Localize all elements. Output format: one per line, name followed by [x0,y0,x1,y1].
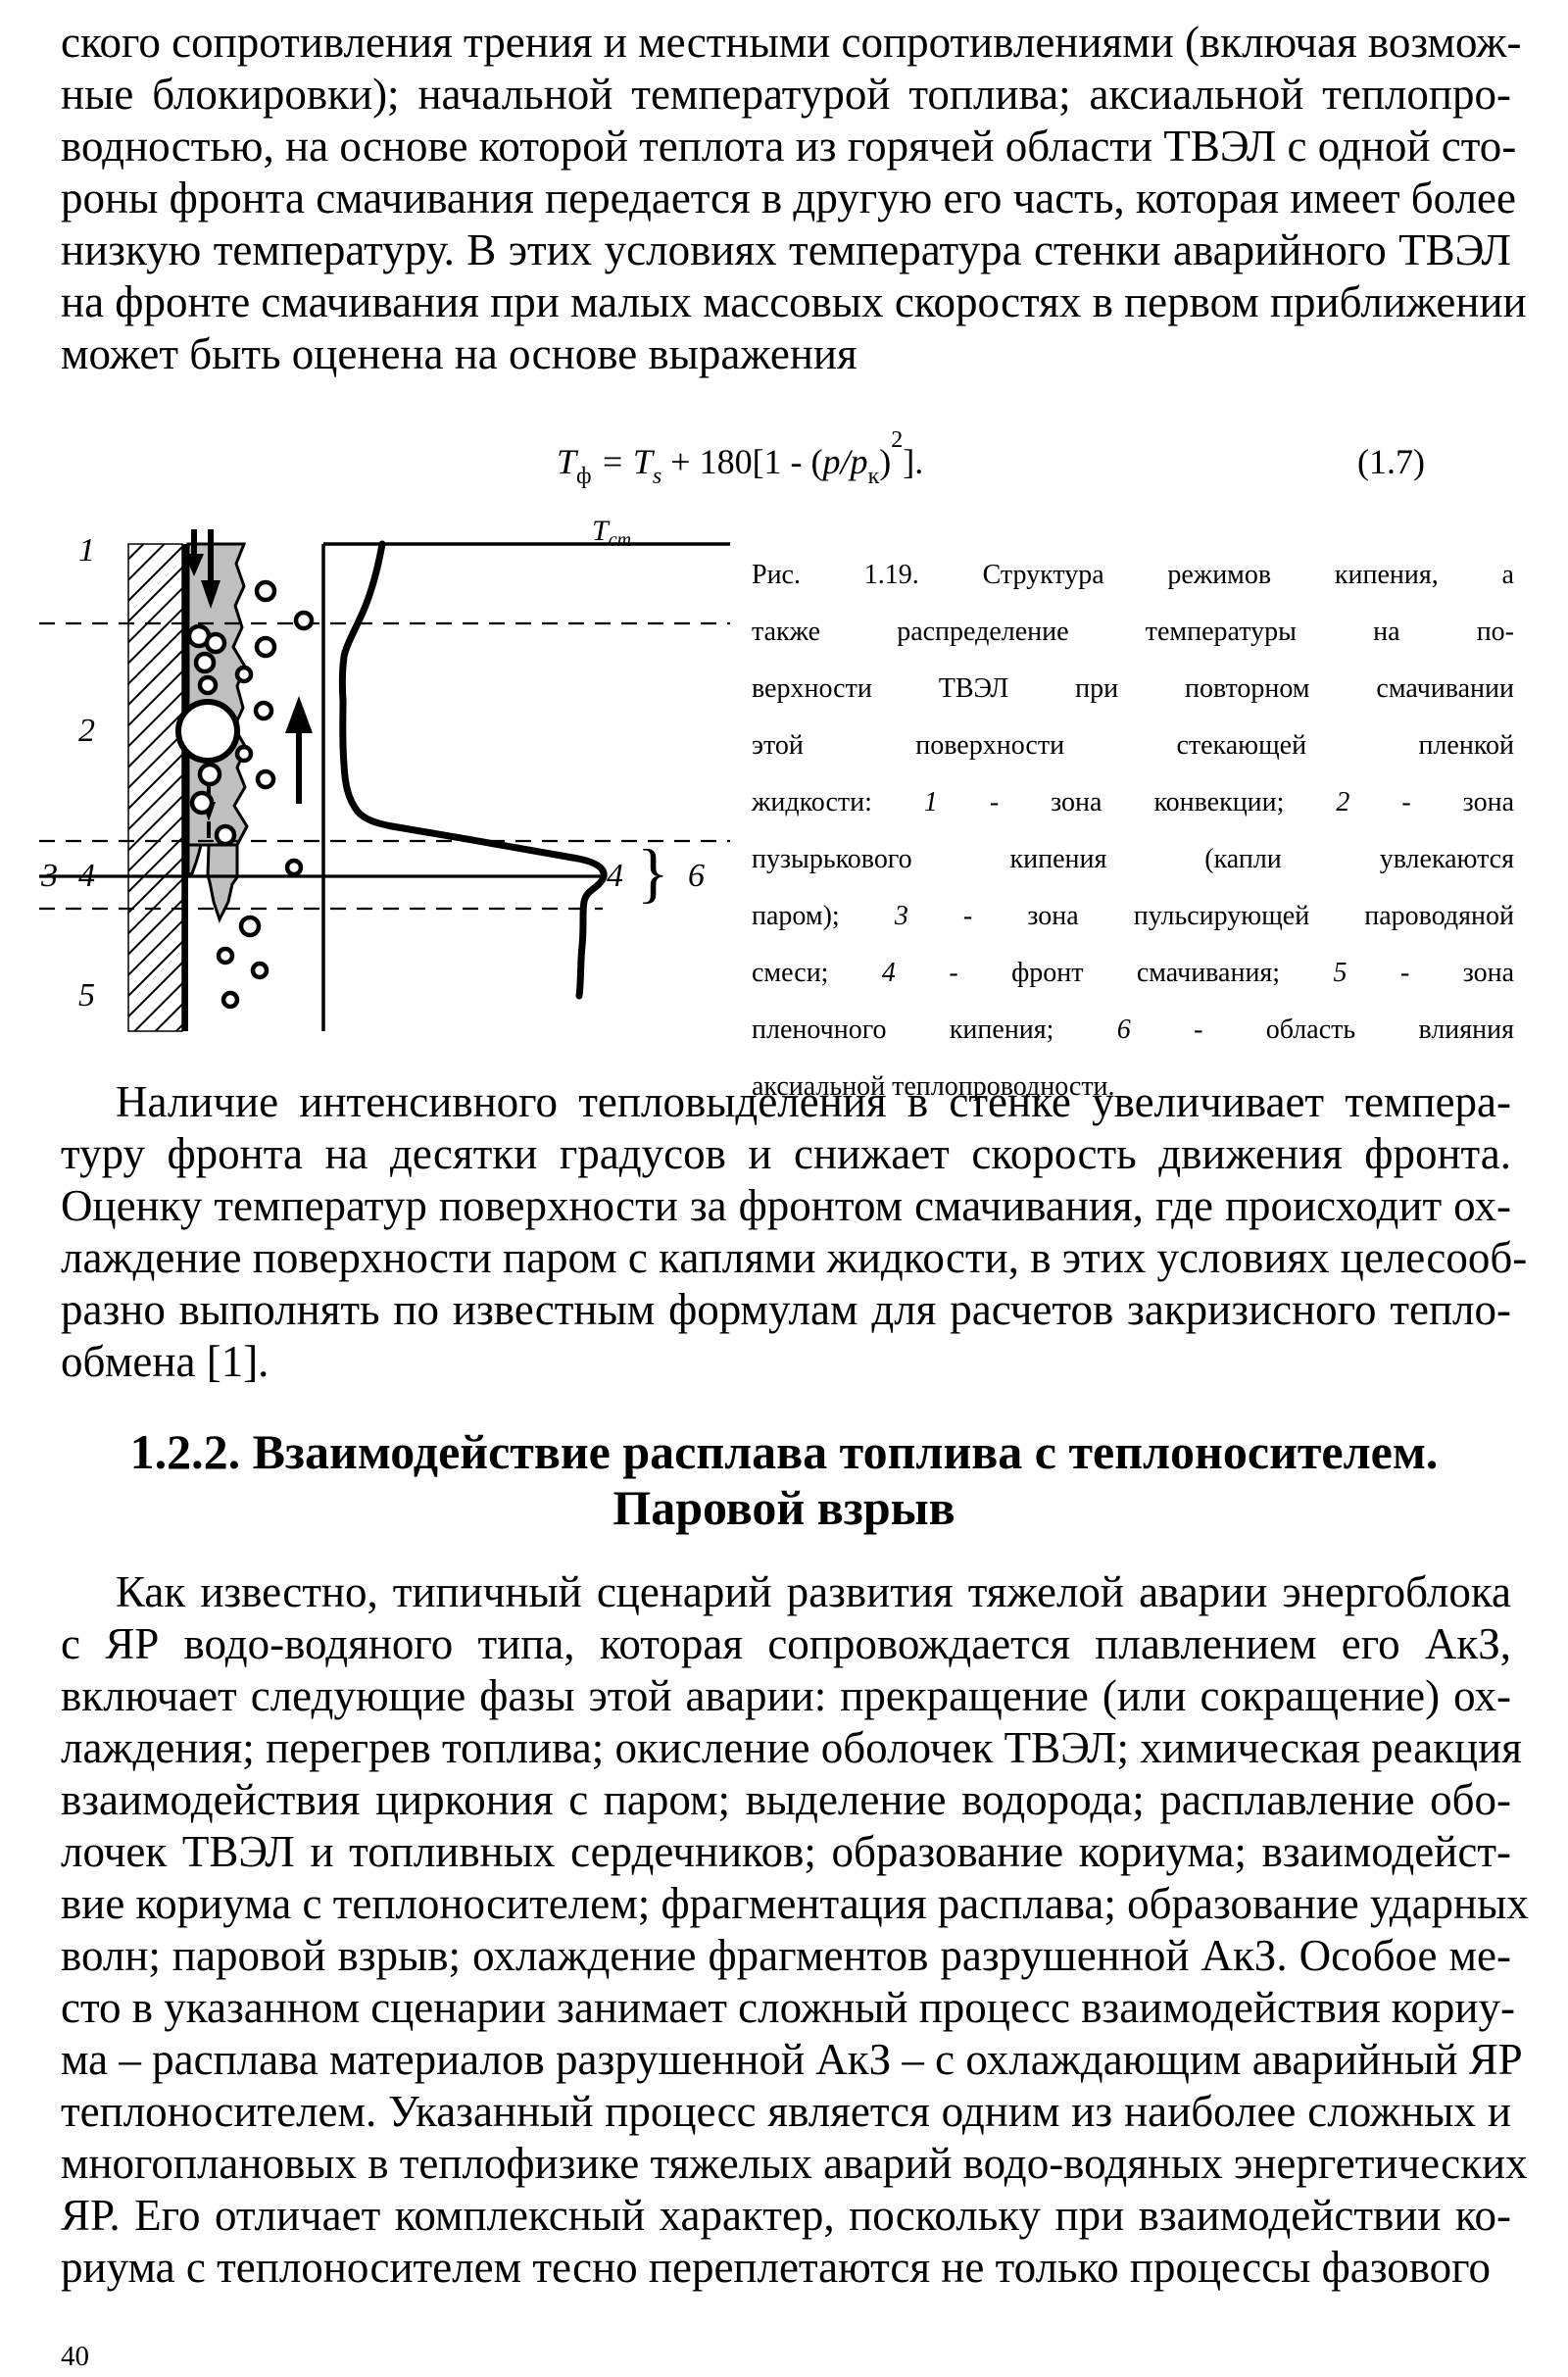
svg-text:2: 2 [78,713,95,749]
svg-text:5: 5 [78,977,95,1014]
svg-text:6: 6 [688,858,705,894]
svg-text:}: } [637,835,669,910]
svg-text:1: 1 [78,532,95,569]
svg-text:Tст: Tст [592,515,631,551]
svg-text:3: 3 [40,858,58,894]
svg-text:4: 4 [78,858,95,894]
svg-text:4: 4 [607,858,623,894]
